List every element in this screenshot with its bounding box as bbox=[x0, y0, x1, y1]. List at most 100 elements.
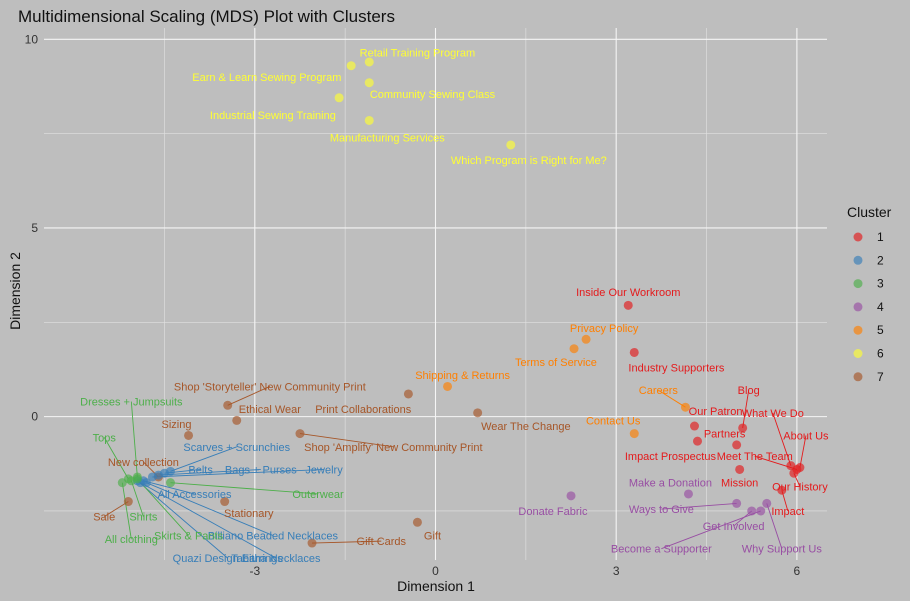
data-point bbox=[364, 78, 374, 88]
leader-line bbox=[103, 501, 129, 517]
point-label: Jewelry bbox=[305, 464, 343, 476]
point-label: Industrial Sewing Training bbox=[210, 110, 336, 122]
data-point bbox=[506, 140, 516, 150]
data-point bbox=[346, 61, 356, 71]
y-tick-label: 5 bbox=[31, 221, 38, 235]
point-label: Become a Supporter bbox=[611, 544, 712, 556]
point-label: Privacy Policy bbox=[570, 323, 639, 335]
y-axis-title: Dimension 2 bbox=[7, 252, 23, 330]
point-label: Community Sewing Class bbox=[370, 89, 496, 101]
point-label: Contact Us bbox=[586, 415, 641, 427]
legend-key bbox=[853, 349, 863, 358]
leader-line bbox=[661, 510, 761, 550]
data-point bbox=[762, 498, 772, 508]
data-point bbox=[184, 430, 194, 440]
leader-line bbox=[661, 502, 737, 510]
point-label: Meet The Team bbox=[717, 451, 793, 463]
x-tick-label: 0 bbox=[432, 564, 439, 578]
chart-title: Multidimensional Scaling (MDS) Plot with… bbox=[18, 7, 395, 26]
point-label: Skirts & Pants bbox=[154, 530, 224, 542]
x-tick-label: 3 bbox=[613, 564, 620, 578]
point-label: About Us bbox=[783, 430, 829, 442]
leader-line bbox=[299, 433, 394, 448]
point-label: Donate Fabric bbox=[518, 506, 588, 518]
point-label: New collection bbox=[108, 457, 179, 469]
point-label: Wear The Change bbox=[481, 421, 570, 433]
leader-line bbox=[143, 480, 195, 495]
leader-line bbox=[130, 480, 144, 517]
point-label: Gift bbox=[424, 530, 441, 542]
legend-title: Cluster bbox=[847, 204, 892, 220]
data-point bbox=[680, 402, 690, 412]
y-tick-label: 10 bbox=[25, 32, 39, 46]
point-label: Tabitha Necklaces bbox=[231, 553, 321, 565]
legend-label: 7 bbox=[877, 370, 884, 384]
data-point bbox=[566, 491, 576, 501]
leader-line bbox=[121, 482, 132, 540]
point-label: Industry Supporters bbox=[628, 363, 724, 375]
point-label: Inside Our Workroom bbox=[576, 287, 680, 299]
legend-label: 4 bbox=[877, 300, 884, 314]
legend-key bbox=[853, 302, 863, 312]
data-point bbox=[789, 468, 799, 478]
leader-line bbox=[146, 482, 274, 536]
point-label: Impact bbox=[771, 506, 804, 518]
leader-line bbox=[742, 390, 750, 429]
leader-line bbox=[312, 540, 382, 544]
leader-line bbox=[130, 401, 138, 478]
point-label: Impact Prospectus bbox=[625, 451, 717, 463]
data-point bbox=[117, 478, 127, 488]
data-point bbox=[295, 429, 305, 439]
data-point bbox=[693, 436, 703, 446]
point-label: All Accessories bbox=[158, 489, 232, 501]
legend-key bbox=[853, 279, 863, 289]
point-label: Bags + Purses bbox=[225, 464, 297, 476]
leader-lines bbox=[103, 386, 807, 559]
data-point bbox=[738, 423, 748, 433]
data-point bbox=[443, 381, 453, 391]
data-points bbox=[117, 57, 805, 548]
legend: Cluster 1 2 3 4 5 6 7 bbox=[847, 204, 892, 384]
leader-line bbox=[140, 482, 277, 559]
point-label: What We Do bbox=[742, 408, 804, 420]
point-label: Belts bbox=[188, 464, 213, 476]
leader-line bbox=[658, 389, 686, 408]
point-label: Ethical Wear bbox=[239, 404, 301, 416]
point-label: Tops bbox=[93, 432, 117, 444]
point-label: Shop 'Storyteller' New Community Print bbox=[174, 381, 366, 393]
legend-label: 1 bbox=[877, 230, 884, 244]
leader-line bbox=[227, 386, 271, 406]
legend-label: 5 bbox=[877, 323, 884, 337]
point-label: Print Collaborations bbox=[315, 404, 411, 416]
leader-line bbox=[158, 468, 261, 476]
data-point bbox=[732, 498, 742, 508]
point-label: Billiano Beaded Necklaces bbox=[208, 530, 339, 542]
leader-line bbox=[170, 482, 319, 495]
data-point bbox=[756, 506, 766, 516]
legend-key bbox=[853, 372, 863, 382]
leader-line bbox=[137, 478, 189, 536]
legend-key bbox=[853, 325, 863, 335]
legend-label: 6 bbox=[877, 347, 884, 361]
x-axis-title: Dimension 1 bbox=[397, 578, 475, 594]
point-label: Which Program is Right for Me? bbox=[451, 155, 607, 167]
point-label: Scarves + Scrunchies bbox=[183, 442, 290, 454]
point-label: Dresses + Jumpsuits bbox=[80, 397, 183, 409]
data-point bbox=[334, 93, 344, 103]
point-label: Gift Cards bbox=[357, 536, 407, 548]
y-tick-label: 0 bbox=[31, 410, 38, 424]
data-point bbox=[473, 408, 483, 418]
leader-line bbox=[766, 503, 783, 549]
point-label: Sale bbox=[93, 512, 115, 524]
data-point bbox=[403, 389, 413, 399]
leader-line bbox=[772, 412, 792, 466]
y-axis-ticks: 0 5 10 bbox=[25, 32, 39, 423]
data-point bbox=[623, 300, 633, 310]
leader-line bbox=[103, 437, 129, 480]
point-label: Shipping & Returns bbox=[415, 370, 510, 382]
data-point bbox=[569, 344, 579, 354]
data-point bbox=[307, 538, 317, 548]
data-point bbox=[581, 334, 591, 344]
data-point bbox=[735, 464, 745, 474]
